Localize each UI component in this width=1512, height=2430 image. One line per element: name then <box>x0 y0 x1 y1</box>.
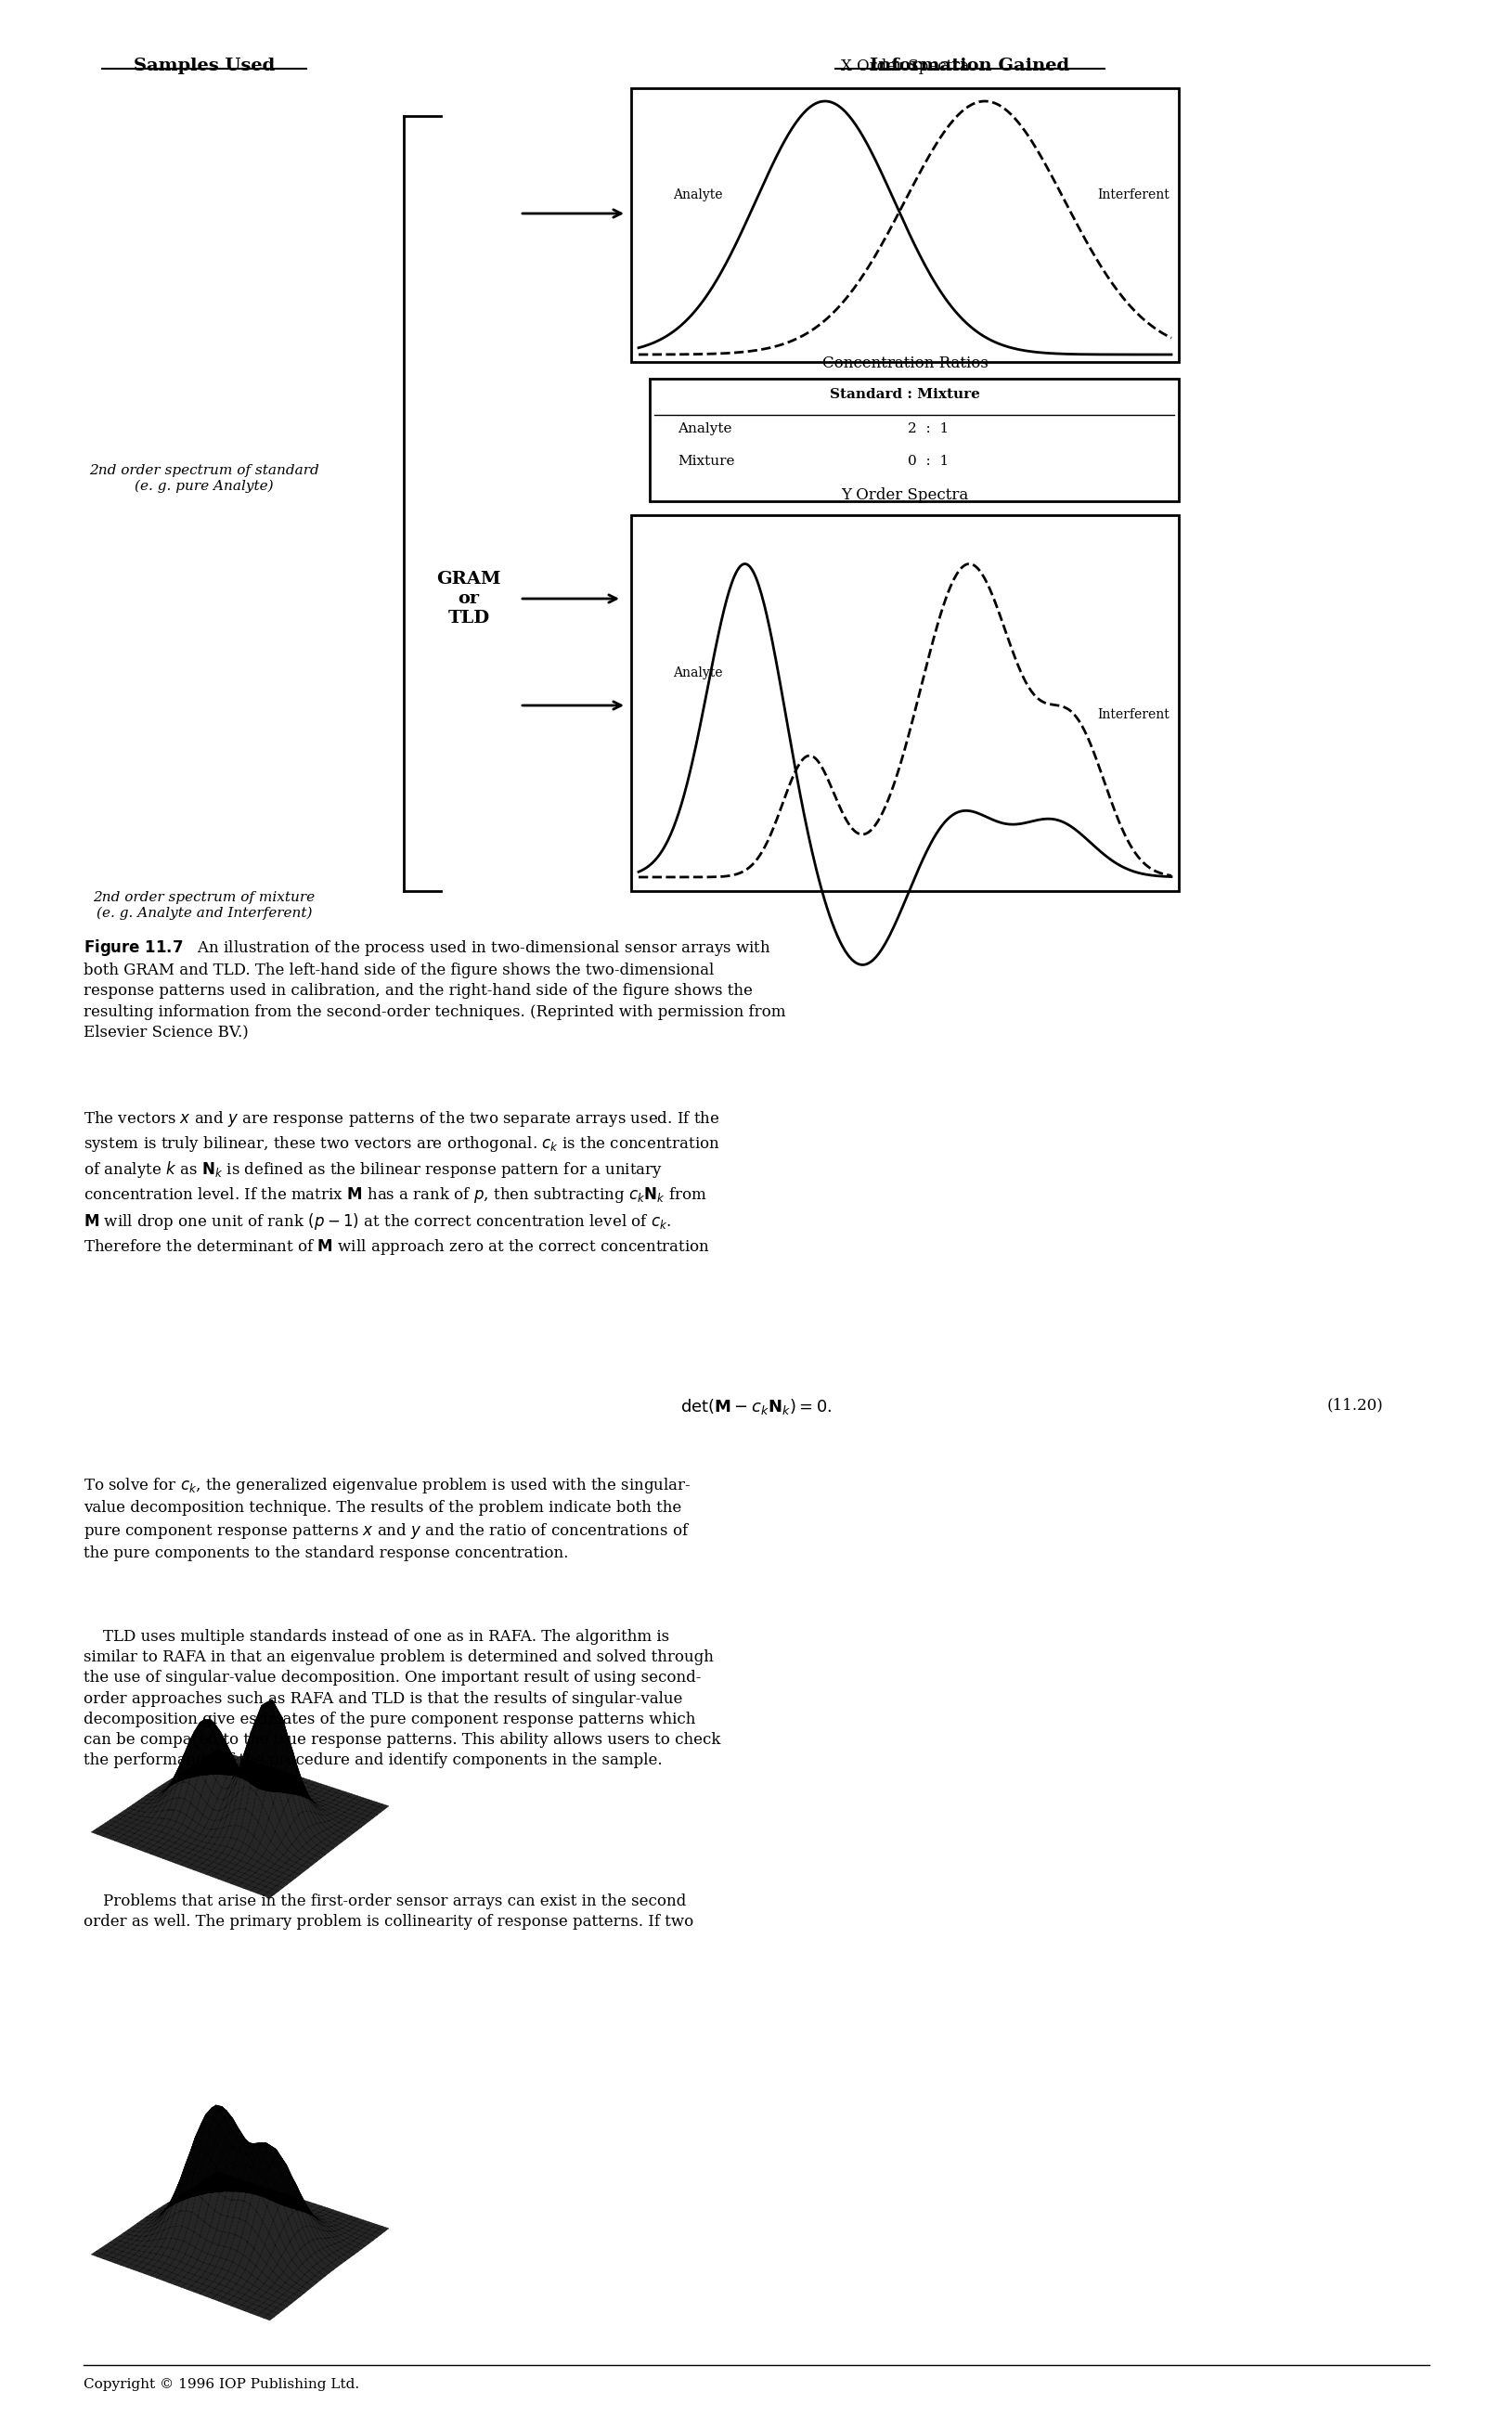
Text: 2  :  1: 2 : 1 <box>907 423 948 435</box>
Text: Information Gained: Information Gained <box>869 58 1070 75</box>
Text: TLD uses multiple standards instead of one as in RAFA. The algorithm is
similar : TLD uses multiple standards instead of o… <box>83 1628 721 1769</box>
Text: Y Order Spectra: Y Order Spectra <box>841 488 969 503</box>
Text: $\mathrm{det}(\mathbf{M} - c_k\mathbf{N}_k) = 0.$: $\mathrm{det}(\mathbf{M} - c_k\mathbf{N}… <box>680 1397 833 1417</box>
Text: X Order Spectra: X Order Spectra <box>841 58 969 75</box>
Text: Analyte: Analyte <box>673 190 723 202</box>
Bar <box>631 515 1179 892</box>
Text: (11.20): (11.20) <box>1328 1397 1383 1412</box>
Bar <box>631 87 1179 362</box>
Text: Standard : Mixture: Standard : Mixture <box>830 389 980 401</box>
Text: Copyright © 1996 IOP Publishing Ltd.: Copyright © 1996 IOP Publishing Ltd. <box>83 2379 360 2391</box>
Text: Interferent: Interferent <box>1098 190 1169 202</box>
Text: Interferent: Interferent <box>1098 707 1169 722</box>
Text: 2nd order spectrum of mixture
(e. g. Analyte and Interferent): 2nd order spectrum of mixture (e. g. Ana… <box>94 892 314 919</box>
Text: 2nd order spectrum of standard
(e. g. pure Analyte): 2nd order spectrum of standard (e. g. pu… <box>89 464 319 493</box>
Text: $\bf{Figure\ 11.7}$   An illustration of the process used in two-dimensional sen: $\bf{Figure\ 11.7}$ An illustration of t… <box>83 938 786 1040</box>
Text: 0  :  1: 0 : 1 <box>907 454 948 469</box>
Text: Mixture: Mixture <box>677 454 735 469</box>
Text: Analyte: Analyte <box>677 423 732 435</box>
Text: Samples Used: Samples Used <box>133 58 275 75</box>
Text: Problems that arise in the first-order sensor arrays can exist in the second
ord: Problems that arise in the first-order s… <box>83 1893 694 1929</box>
Text: Concentration Ratios: Concentration Ratios <box>823 355 987 372</box>
Text: Analyte: Analyte <box>673 666 723 680</box>
Bar <box>650 379 1179 501</box>
Text: To solve for $c_k$, the generalized eigenvalue problem is used with the singular: To solve for $c_k$, the generalized eige… <box>83 1475 691 1562</box>
Text: The vectors $\mathit{x}$ and $\mathit{y}$ are response patterns of the two separ: The vectors $\mathit{x}$ and $\mathit{y}… <box>83 1108 720 1256</box>
Text: GRAM
or
TLD: GRAM or TLD <box>437 571 500 627</box>
